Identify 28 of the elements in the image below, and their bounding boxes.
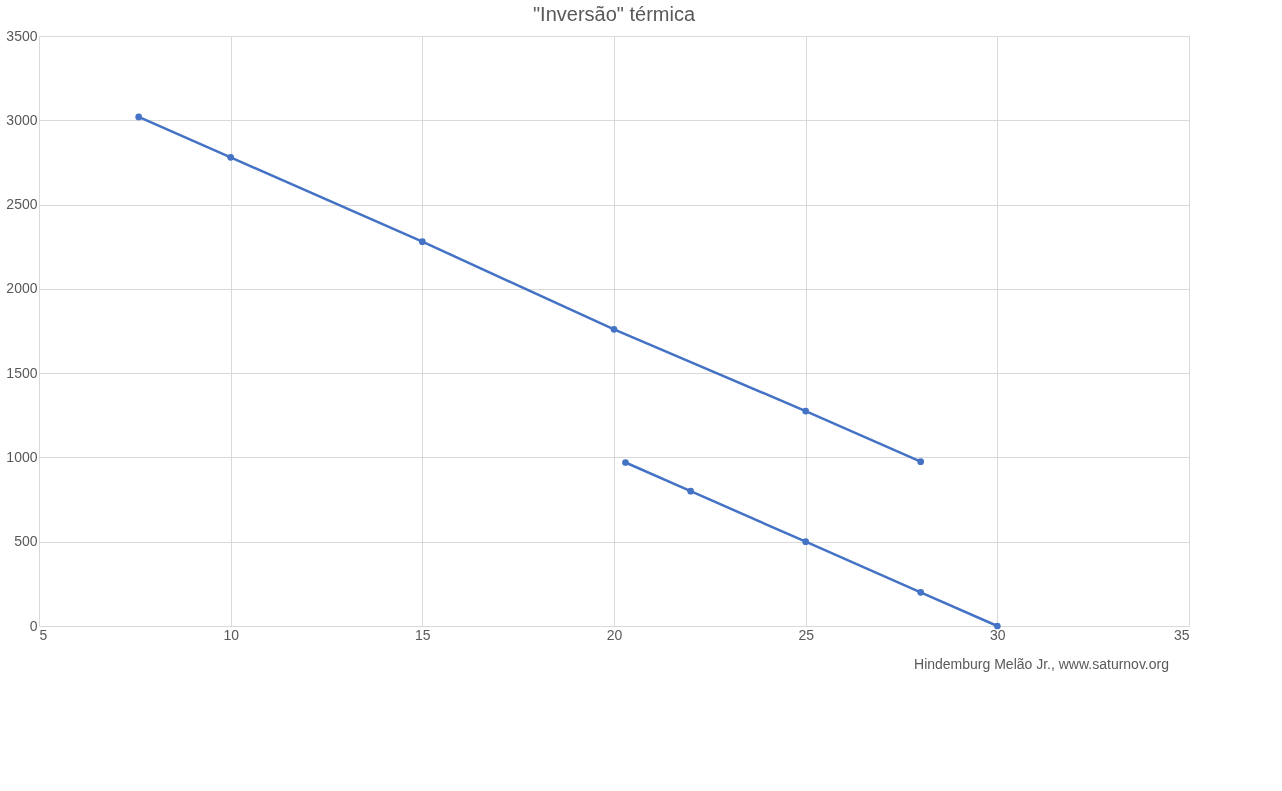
point bbox=[993, 622, 1001, 630]
point bbox=[917, 588, 925, 596]
point bbox=[802, 407, 810, 415]
point bbox=[687, 487, 695, 495]
text: Hindemburg Melão Jr., www.saturnov.org bbox=[914, 656, 1169, 672]
x-tick-label: 35 bbox=[1173, 626, 1190, 643]
y-tick-label: 0 bbox=[29, 617, 38, 634]
point bbox=[418, 238, 426, 245]
point bbox=[227, 154, 235, 161]
x-tick-label: 20 bbox=[606, 626, 623, 643]
y-tick-label: 1000 bbox=[6, 448, 38, 465]
x-tick-label: 15 bbox=[415, 626, 431, 643]
x-tick-label: 30 bbox=[990, 626, 1006, 643]
y-tick-label: 2500 bbox=[6, 196, 38, 213]
point bbox=[802, 538, 810, 546]
x-tick-label: 10 bbox=[223, 626, 240, 643]
y-tick-label: 2000 bbox=[6, 280, 38, 297]
point bbox=[610, 325, 618, 333]
y-tick-label: 500 bbox=[14, 533, 38, 550]
y-tick-label: 1500 bbox=[6, 364, 38, 381]
point bbox=[135, 113, 143, 121]
point bbox=[622, 459, 629, 466]
x-tick-label: 5 bbox=[39, 626, 48, 643]
point bbox=[917, 458, 925, 465]
y-tick-label: 3500 bbox=[6, 27, 38, 44]
chart-title: "Inversão" térmica bbox=[532, 3, 696, 25]
y-tick-label: 3000 bbox=[6, 111, 38, 128]
x-tick-label: 25 bbox=[798, 626, 815, 643]
